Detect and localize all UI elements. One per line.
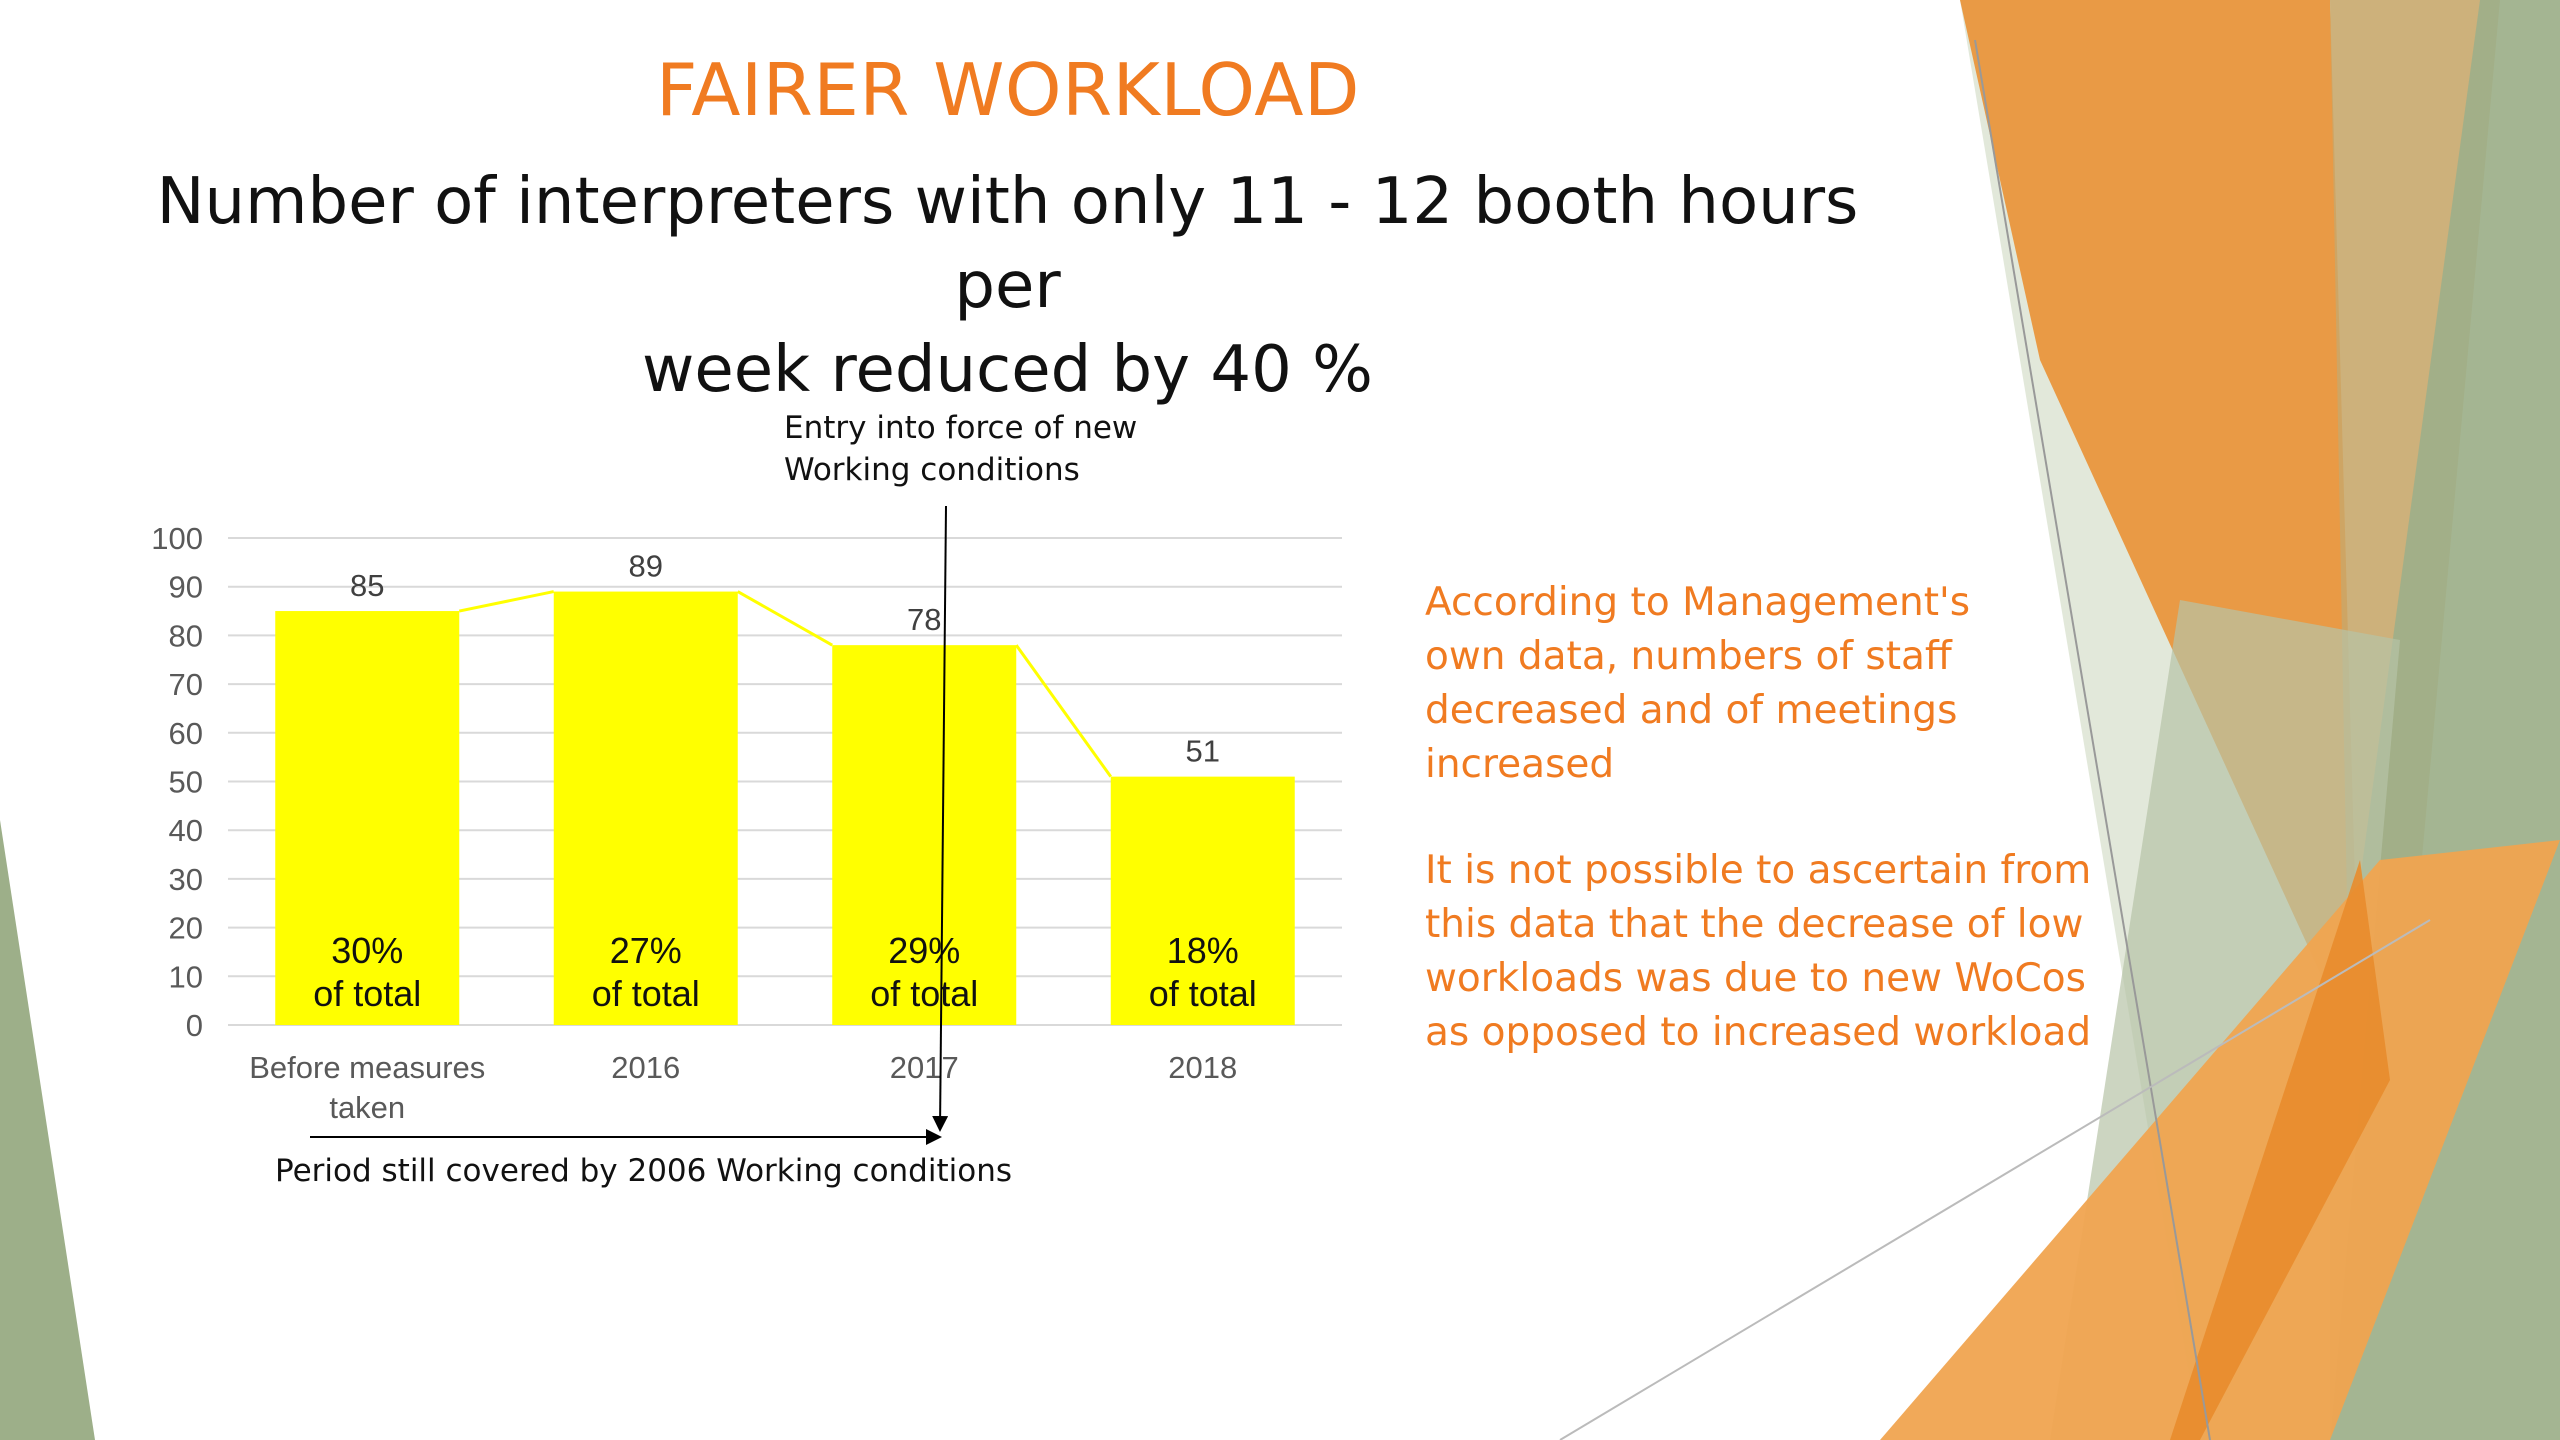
theme-shape-orange-lower <box>1880 840 2560 1440</box>
side-text-line: According to Management's <box>1425 580 1971 625</box>
bar-value-label: 85 <box>350 568 384 603</box>
connector-line <box>458 590 555 613</box>
connector-line <box>1015 644 1112 778</box>
theme-shape-green-left <box>0 820 95 1440</box>
bar-value-label: 89 <box>629 549 663 584</box>
side-text-line: increased <box>1425 742 1615 787</box>
bar <box>832 645 1017 1025</box>
x-tick-label: 2018 <box>1168 1050 1237 1085</box>
subtitle-line-1: Number of interpreters with only 11 - 12… <box>156 165 1859 323</box>
bar-value-label: 51 <box>1186 734 1220 769</box>
y-tick-label: 70 <box>169 667 203 702</box>
side-text-caveat: It is not possible to ascertain from thi… <box>1425 844 2145 1060</box>
bar-percent-label: of total <box>1149 973 1257 1014</box>
bar <box>275 611 460 1025</box>
bar-percent-label: of total <box>592 973 700 1014</box>
entry-into-force-arrow <box>932 505 949 1132</box>
y-tick-label: 80 <box>169 618 203 653</box>
x-tick-label: Before measures <box>249 1050 485 1085</box>
theme-line-2 <box>1559 919 2431 1440</box>
side-text-line: It is not possible to ascertain from <box>1425 848 2092 893</box>
y-tick-label: 40 <box>169 813 203 848</box>
period-note: Period still covered by 2006 Working con… <box>275 1153 1013 1189</box>
y-tick-label: 20 <box>169 911 203 946</box>
y-tick-label: 100 <box>151 521 203 556</box>
theme-line-1 <box>1974 39 2211 1440</box>
y-tick-label: 90 <box>169 570 203 605</box>
x-tick-label: 2016 <box>611 1050 680 1085</box>
bar-percent-label: 18% <box>1167 930 1239 971</box>
slide-title: FAIRER WORKLOAD <box>656 48 1360 132</box>
bar-percent-label: 27% <box>610 930 682 971</box>
y-tick-label: 60 <box>169 716 203 751</box>
side-text-staff: According to Management's own data, numb… <box>1425 576 2145 792</box>
y-tick-label: 10 <box>169 959 203 994</box>
entry-note-line-2: Working conditions <box>784 452 1080 488</box>
y-tick-label: 50 <box>169 765 203 800</box>
bar-percent-label: of total <box>313 973 421 1014</box>
y-tick-label: 30 <box>169 862 203 897</box>
bar-percent-label: 30% <box>331 930 403 971</box>
bar-percent-label: of total <box>870 973 978 1014</box>
x-tick-label: 2017 <box>890 1050 959 1085</box>
connector-line <box>737 590 833 647</box>
side-text-line: decreased and of meetings <box>1425 688 1958 733</box>
subtitle-line-2: week reduced by 40 % <box>642 333 1373 407</box>
entry-note-line-1: Entry into force of new <box>784 410 1138 446</box>
side-text-line: this data that the decrease of low <box>1425 902 2084 947</box>
bar <box>553 591 738 1025</box>
x-tick-label: taken <box>329 1090 405 1125</box>
theme-shape-orange-strip <box>2170 860 2390 1440</box>
bar <box>1110 776 1295 1025</box>
slide-subtitle: Number of interpreters with only 11 - 12… <box>100 160 1915 412</box>
bar-percent-label: 29% <box>888 930 960 971</box>
bar-value-label: 78 <box>907 602 941 637</box>
side-text-line: own data, numbers of staff <box>1425 634 1952 679</box>
y-tick-label: 0 <box>186 1008 203 1043</box>
side-text-line: as opposed to increased workload <box>1425 1010 2092 1055</box>
entry-into-force-note: Entry into force of new Working conditio… <box>784 407 1137 491</box>
side-text-line: workloads was due to new WoCos <box>1425 956 2086 1001</box>
